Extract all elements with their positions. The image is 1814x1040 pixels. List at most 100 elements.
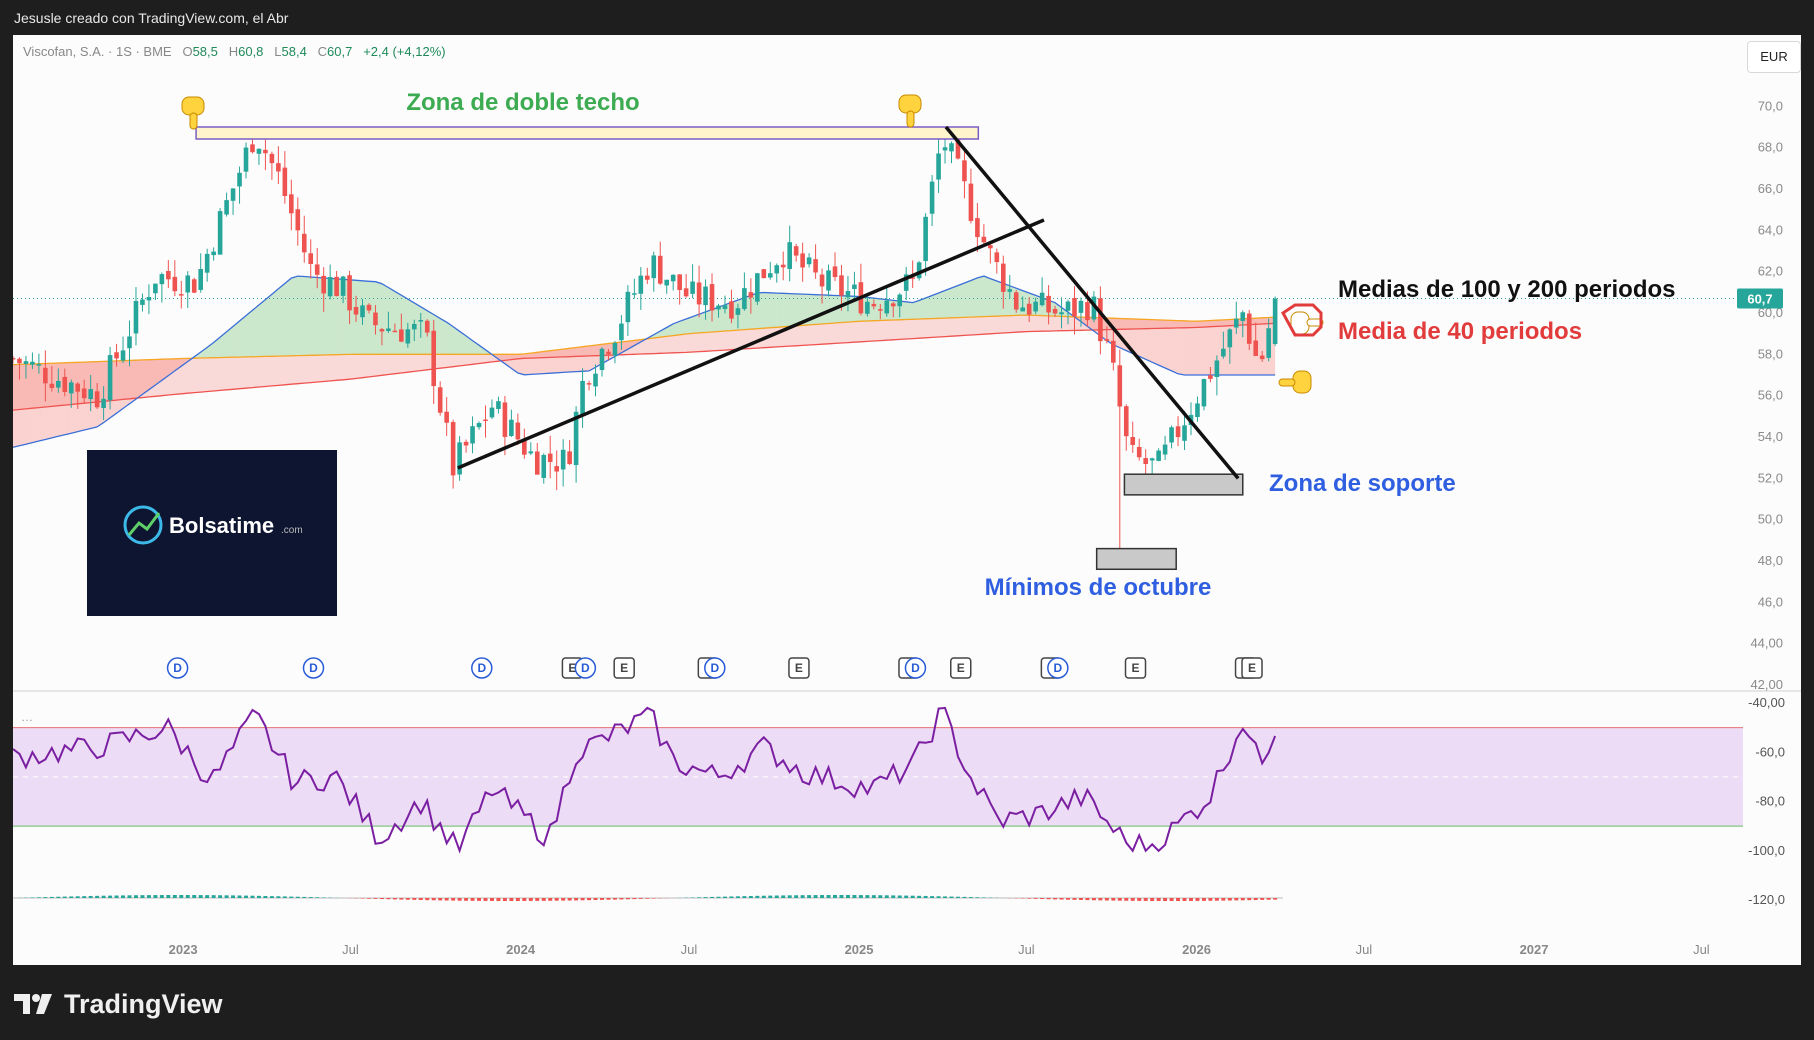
ma-long-cloud-segment — [71, 362, 78, 405]
ma-cloud-segment — [977, 276, 984, 317]
ma-cloud-segment — [750, 293, 758, 330]
macd-bar — [904, 895, 909, 898]
ma-long-cloud-segment — [375, 354, 382, 377]
chart-svg[interactable]: …72,070,068,066,064,062,060,058,056,054,… — [13, 35, 1801, 965]
candle-body — [968, 183, 974, 221]
candle-body — [327, 277, 333, 297]
ma-cloud-segment — [563, 348, 570, 373]
candle-body — [1240, 312, 1246, 322]
candle-body — [250, 144, 255, 153]
macd-bar — [379, 898, 384, 900]
ma-cloud-segment — [763, 292, 771, 329]
ma-long-cloud-segment — [291, 355, 298, 385]
price-tick-label: 42,00 — [1750, 677, 1783, 692]
ma-long-cloud-segment — [530, 352, 538, 359]
ma-cloud-segment — [815, 294, 823, 325]
ma-long-cloud-segment — [116, 360, 124, 401]
macd-bar — [787, 895, 792, 898]
macd-bar — [464, 898, 469, 901]
symbol-legend: Viscofan, S.A. · 1S · BME O58,5 H60,8 L5… — [23, 44, 446, 59]
ma-long-cloud-segment — [174, 358, 182, 395]
ma-long-cloud-segment — [809, 324, 816, 345]
trendline — [457, 218, 1045, 470]
candle-body — [916, 262, 922, 279]
macd-bar — [386, 898, 391, 900]
candle-body — [1266, 328, 1271, 358]
macd-bar — [968, 897, 973, 898]
earnings-marker-icon — [1124, 657, 1147, 679]
candle-body — [910, 277, 915, 279]
ma-long-cloud-segment — [155, 359, 162, 397]
macd-bar — [884, 895, 889, 898]
candle-body — [1007, 289, 1013, 292]
ma-long-cloud-segment — [407, 354, 415, 373]
candle-body — [1156, 450, 1161, 461]
candle-body — [437, 387, 443, 413]
ma-long-cloud-segment — [860, 320, 868, 342]
earnings-marker-label: E — [568, 661, 576, 675]
macd-bar — [515, 898, 520, 901]
ma-cloud-segment — [77, 362, 85, 432]
ma-long-cloud-segment — [660, 336, 667, 354]
rsi-tick-label: -80,0 — [1755, 794, 1785, 809]
candle-body — [793, 246, 799, 256]
ma-long-cloud-segment — [938, 318, 946, 338]
time-tick-label: 2026 — [1182, 942, 1211, 957]
candle-body — [502, 402, 508, 437]
ma-long-cloud-segment — [1178, 320, 1185, 328]
macd-bar — [1214, 898, 1219, 901]
ma-long-cloud-segment — [504, 354, 512, 361]
candle-body — [172, 276, 178, 292]
macd-bar — [936, 896, 941, 898]
ma-cloud-segment — [938, 290, 946, 319]
ma-long-cloud-segment — [893, 319, 900, 340]
macd-bar — [218, 895, 223, 898]
time-tick-label: 2023 — [169, 942, 198, 957]
ma-long-cloud-segment — [472, 354, 480, 365]
ma-long-cloud-segment — [220, 357, 227, 391]
ma-cloud-segment — [97, 361, 104, 427]
dividend-marker-label: D — [581, 661, 590, 675]
macd-bar — [781, 895, 786, 898]
macd-bar — [574, 898, 579, 901]
ma-long-cloud-segment — [957, 317, 965, 336]
earnings-marker-icon — [613, 657, 635, 679]
ma-long-cloud-segment — [388, 354, 395, 375]
currency-button[interactable]: EUR — [1747, 41, 1801, 73]
candle-body — [1046, 295, 1051, 313]
ma-long-cloud-segment — [420, 354, 428, 371]
macd-histogram — [17, 895, 1278, 901]
candle-body — [1123, 406, 1129, 437]
macd-bar — [975, 897, 980, 898]
ma-long-cloud-segment — [977, 316, 984, 335]
ma-long-cloud-segment — [485, 354, 492, 363]
macd-bar — [1188, 898, 1193, 901]
ma-long-cloud-segment — [712, 331, 719, 351]
annotation-october-lows: Mínimos de octubre — [985, 574, 1212, 601]
ma-long-cloud-segment — [226, 357, 234, 390]
chart-panel[interactable]: …72,070,068,066,064,062,060,058,056,054,… — [13, 35, 1801, 965]
macd-bar — [1046, 898, 1051, 900]
ma-long-cloud-segment — [828, 323, 836, 344]
candle-body — [625, 291, 631, 323]
macd-bar — [755, 895, 760, 898]
candle-body — [483, 419, 488, 422]
ma-cloud-segment — [964, 280, 971, 318]
macd-bar — [1111, 898, 1116, 901]
ma-long-cloud-segment — [1197, 320, 1204, 328]
high-value: 60,8 — [238, 44, 264, 59]
low-value: 58,4 — [281, 44, 307, 59]
candle-body — [657, 255, 663, 284]
candle-body — [1259, 355, 1265, 360]
macd-bar — [845, 895, 850, 898]
ma-cloud-segment — [679, 318, 687, 335]
candle-body — [852, 284, 857, 289]
candle-body — [554, 466, 559, 472]
candle-body — [379, 329, 385, 332]
candle-body — [541, 454, 547, 478]
ma-cloud-segment — [925, 295, 933, 319]
rsi-line — [13, 706, 1277, 854]
ma-long-cloud-segment — [51, 363, 59, 407]
macd-bar — [166, 895, 171, 898]
ma-long-cloud-segment — [699, 332, 706, 352]
